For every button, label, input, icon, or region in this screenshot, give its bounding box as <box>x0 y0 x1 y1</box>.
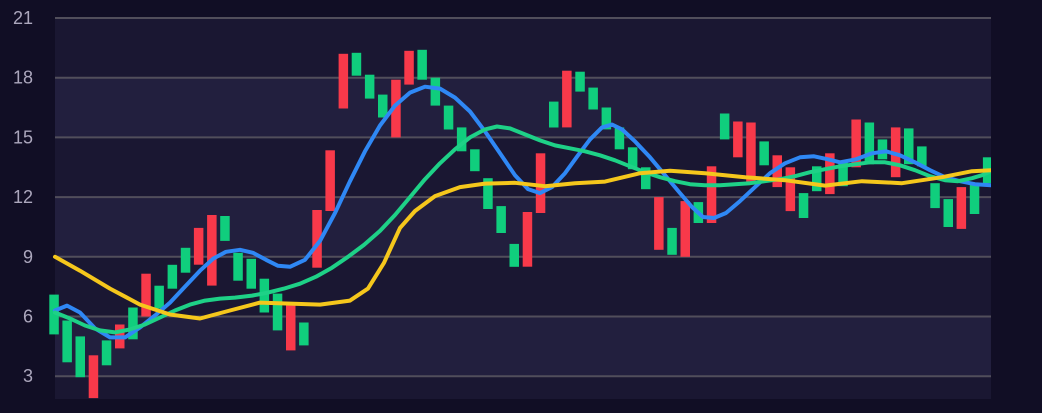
candle-down <box>286 304 296 351</box>
candle-up <box>969 183 980 214</box>
candle-down <box>404 50 414 85</box>
candle-down <box>193 227 204 265</box>
candle-up <box>667 227 677 255</box>
candle-up <box>496 206 506 233</box>
candle-up <box>101 340 112 366</box>
moving-average-lines <box>53 84 991 340</box>
plot-band <box>55 316 991 377</box>
candle-up <box>233 252 243 281</box>
candle-up <box>838 161 848 187</box>
y-axis-label: 21 <box>13 8 33 28</box>
candle-up <box>154 285 164 309</box>
candle-down <box>338 53 349 109</box>
candle-down <box>746 122 756 184</box>
candle-up <box>49 294 59 335</box>
candle-up <box>378 94 388 118</box>
candle-up <box>588 87 598 110</box>
candle-up <box>430 77 441 106</box>
plot-bands <box>55 18 991 399</box>
candle-up <box>641 167 651 190</box>
candle-down <box>522 212 533 267</box>
candle-down <box>733 121 743 158</box>
candle-up <box>627 147 638 170</box>
candle-up <box>62 320 72 363</box>
candle-up <box>917 146 927 167</box>
plot-band <box>55 137 991 198</box>
candle-up <box>759 141 769 166</box>
candle-up <box>483 178 493 209</box>
candle-down <box>785 167 796 212</box>
candle-down <box>325 150 335 211</box>
candle-up <box>549 101 559 128</box>
ma-mid-green <box>53 124 991 335</box>
candle-down <box>680 201 690 257</box>
candle-down <box>825 153 835 195</box>
y-axis-label: 9 <box>23 247 33 267</box>
candle-up <box>246 258 256 289</box>
candle-down <box>956 187 967 229</box>
candle-up <box>75 336 85 378</box>
candle-down <box>312 210 322 268</box>
candle-up <box>509 243 519 267</box>
candle-down <box>851 119 861 168</box>
y-axis-label: 3 <box>23 366 33 386</box>
candle-down <box>141 273 151 317</box>
y-axis-label: 18 <box>13 68 33 88</box>
y-axis-label: 6 <box>23 307 33 327</box>
candle-up <box>259 278 270 313</box>
plot-band <box>55 376 991 399</box>
candle-down <box>654 197 664 250</box>
candle-up <box>417 49 427 80</box>
candle-down <box>88 355 99 399</box>
candle-up <box>812 166 822 192</box>
candle-up <box>180 247 191 273</box>
candle-down <box>562 70 572 128</box>
candle-up <box>167 264 178 289</box>
candles-layer <box>49 49 991 399</box>
plot-band <box>55 77 991 138</box>
y-axis: 21 18 15 12 9 6 3 <box>13 8 33 386</box>
y-axis-label: 12 <box>13 187 33 207</box>
candle-down <box>391 79 401 138</box>
candle-up <box>904 128 914 165</box>
candle-down <box>535 153 546 213</box>
candle-up <box>877 139 888 160</box>
candle-up <box>864 122 875 165</box>
candle-down <box>207 215 217 286</box>
candle-up <box>456 127 467 152</box>
candle-up <box>364 74 375 99</box>
candle-up <box>601 107 612 130</box>
candle-up <box>575 71 585 92</box>
candle-up <box>272 293 283 331</box>
candle-up <box>798 193 809 218</box>
ma-slow-yellow <box>53 168 991 321</box>
y-axis-label: 15 <box>13 127 33 147</box>
candle-up <box>719 113 730 140</box>
candle-up <box>443 105 454 130</box>
ma-fast-blue <box>53 84 991 340</box>
candle-down <box>706 166 717 223</box>
candle-up <box>470 149 480 172</box>
candle-up <box>299 322 309 346</box>
candle-up <box>614 127 625 150</box>
candle-up <box>351 52 362 76</box>
candle-down <box>772 155 782 188</box>
candle-up <box>128 307 138 340</box>
candle-up <box>943 199 953 227</box>
candle-up <box>220 216 230 241</box>
candle-up <box>930 183 940 209</box>
plot-band <box>55 18 991 78</box>
